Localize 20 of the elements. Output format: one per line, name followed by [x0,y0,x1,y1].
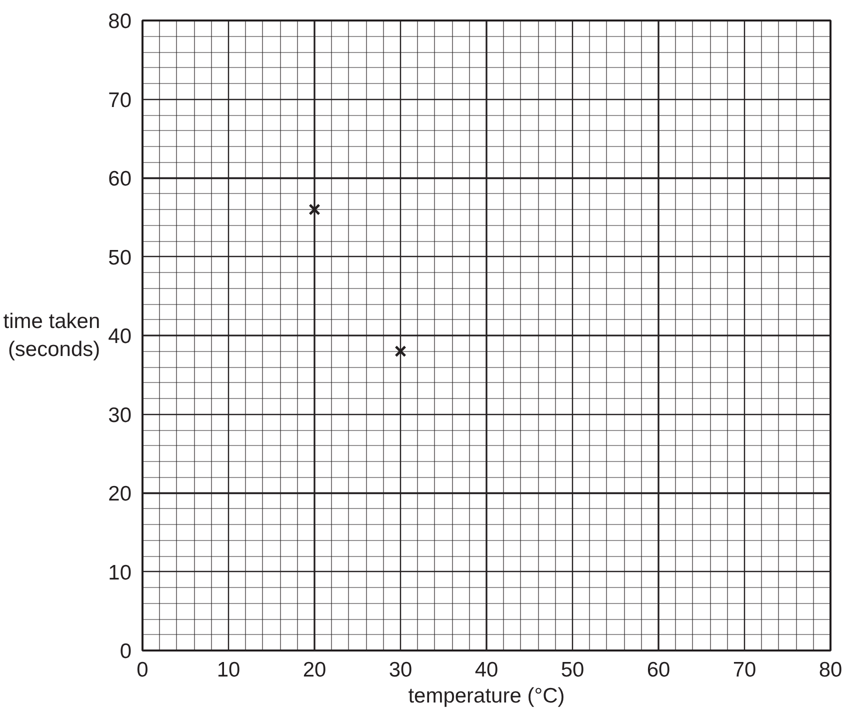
x-tick-label: 60 [646,658,670,682]
y-tick-label: 60 [108,168,132,190]
y-tick-label: 20 [108,482,132,506]
x-tick-label: 40 [474,658,498,682]
x-axis-title: temperature (°C) [408,684,565,708]
y-tick-label: 80 [108,10,132,33]
x-tick-label: 0 [136,658,148,682]
y-tick-label: 30 [108,404,132,427]
y-tick-label: 70 [108,88,132,112]
x-tick-label: 10 [216,658,240,682]
x-tick-label: 70 [732,658,756,682]
y-tick-label: 0 [120,640,132,663]
x-tick-label: 20 [302,658,326,682]
y-axis-title: time taken (seconds) [3,310,100,361]
x-tick-label: 30 [388,658,412,682]
y-tick-label: 40 [108,325,132,348]
x-tick-label: 50 [560,658,584,682]
x-tick-label: 80 [818,658,842,682]
y-tick-label: 10 [108,561,132,584]
y-tick-label: 50 [108,246,132,270]
